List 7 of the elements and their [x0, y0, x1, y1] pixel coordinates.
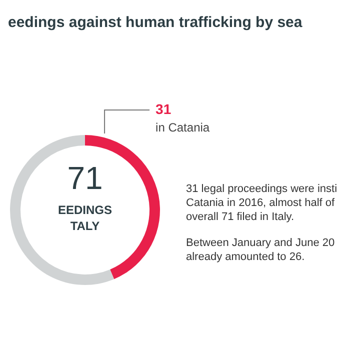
text: 71 — [66, 160, 104, 197]
chart-title: eedings against human trafficking by sea — [8, 14, 302, 31]
data-label: 31 — [156, 100, 172, 117]
text: Between January and June 20 already amounted to 26. — [186, 236, 336, 264]
slice-label: in Catania — [156, 120, 210, 134]
text: EEDINGS TALY — [56, 202, 113, 234]
text: 31 legal proceedings were insti Catania in 2016, almost half of overall 71 filed in Italy. — [186, 182, 338, 224]
